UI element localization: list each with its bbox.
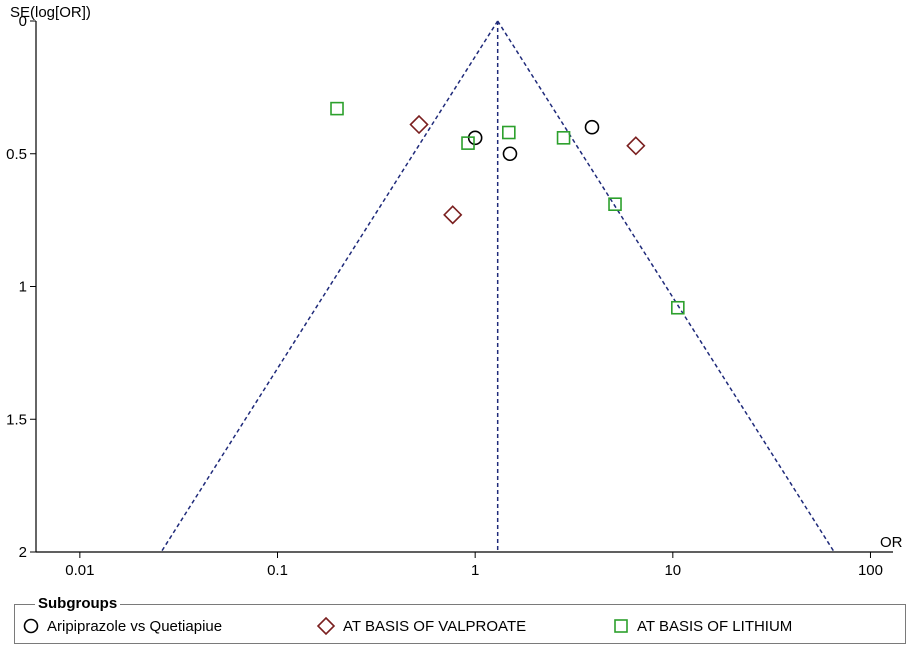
- funnel-plot: 0 0.5 1 1.5 2 0.01 0.1 1 10 100 SE(log[OR]) OR: [6, 4, 903, 579]
- axes: 0 0.5 1 1.5 2 0.01 0.1 1 10 100: [6, 13, 893, 579]
- x-tick-label: 0.1: [267, 562, 288, 579]
- square-marker-icon: [614, 619, 628, 633]
- legend-title: Subgroups: [35, 595, 121, 612]
- y-tick-label: 1: [19, 279, 27, 296]
- legend: Subgroups Aripiprazole vs Quetiapiue AT …: [14, 595, 906, 644]
- circle-point: [584, 119, 600, 135]
- legend-item-lithium: AT BASIS OF LITHIUM: [611, 614, 792, 638]
- x-tick-label: 0.01: [65, 562, 94, 579]
- x-axis-label: OR: [880, 534, 903, 551]
- diamond-marker-icon: [316, 616, 336, 636]
- square-point: [671, 300, 685, 315]
- legend-label: AT BASIS OF VALPROATE: [343, 617, 527, 635]
- x-tick-label: 100: [858, 562, 883, 579]
- diamond-point: [626, 136, 646, 156]
- y-axis-label: SE(log[OR]): [10, 4, 91, 21]
- diamond-point: [443, 205, 463, 225]
- diamond-point: [409, 114, 429, 135]
- x-tick-label: 1: [471, 562, 479, 579]
- square-point: [556, 131, 571, 145]
- circle-marker-icon: [23, 618, 39, 634]
- funnel-lines: [160, 20, 835, 553]
- y-tick-label: 0: [19, 13, 27, 30]
- legend-item-aripiprazole: Aripiprazole vs Quetiapiue: [21, 614, 222, 638]
- y-tick-label: 0.5: [6, 146, 27, 163]
- data-points: [330, 101, 685, 315]
- square-point: [330, 101, 344, 116]
- square-point: [608, 197, 622, 211]
- legend-item-valproate: AT BASIS OF VALPROATE: [315, 614, 526, 638]
- funnel-right-line: [497, 20, 835, 553]
- legend-label: AT BASIS OF LITHIUM: [637, 617, 793, 635]
- funnel-left-line: [160, 20, 499, 553]
- legend-label: Aripiprazole vs Quetiapiue: [47, 617, 223, 635]
- circle-point: [502, 146, 518, 162]
- y-tick-label: 1.5: [6, 411, 27, 428]
- square-point: [502, 125, 516, 140]
- x-tick-label: 10: [664, 562, 681, 579]
- square-point: [461, 136, 475, 150]
- y-tick-label: 2: [19, 544, 27, 561]
